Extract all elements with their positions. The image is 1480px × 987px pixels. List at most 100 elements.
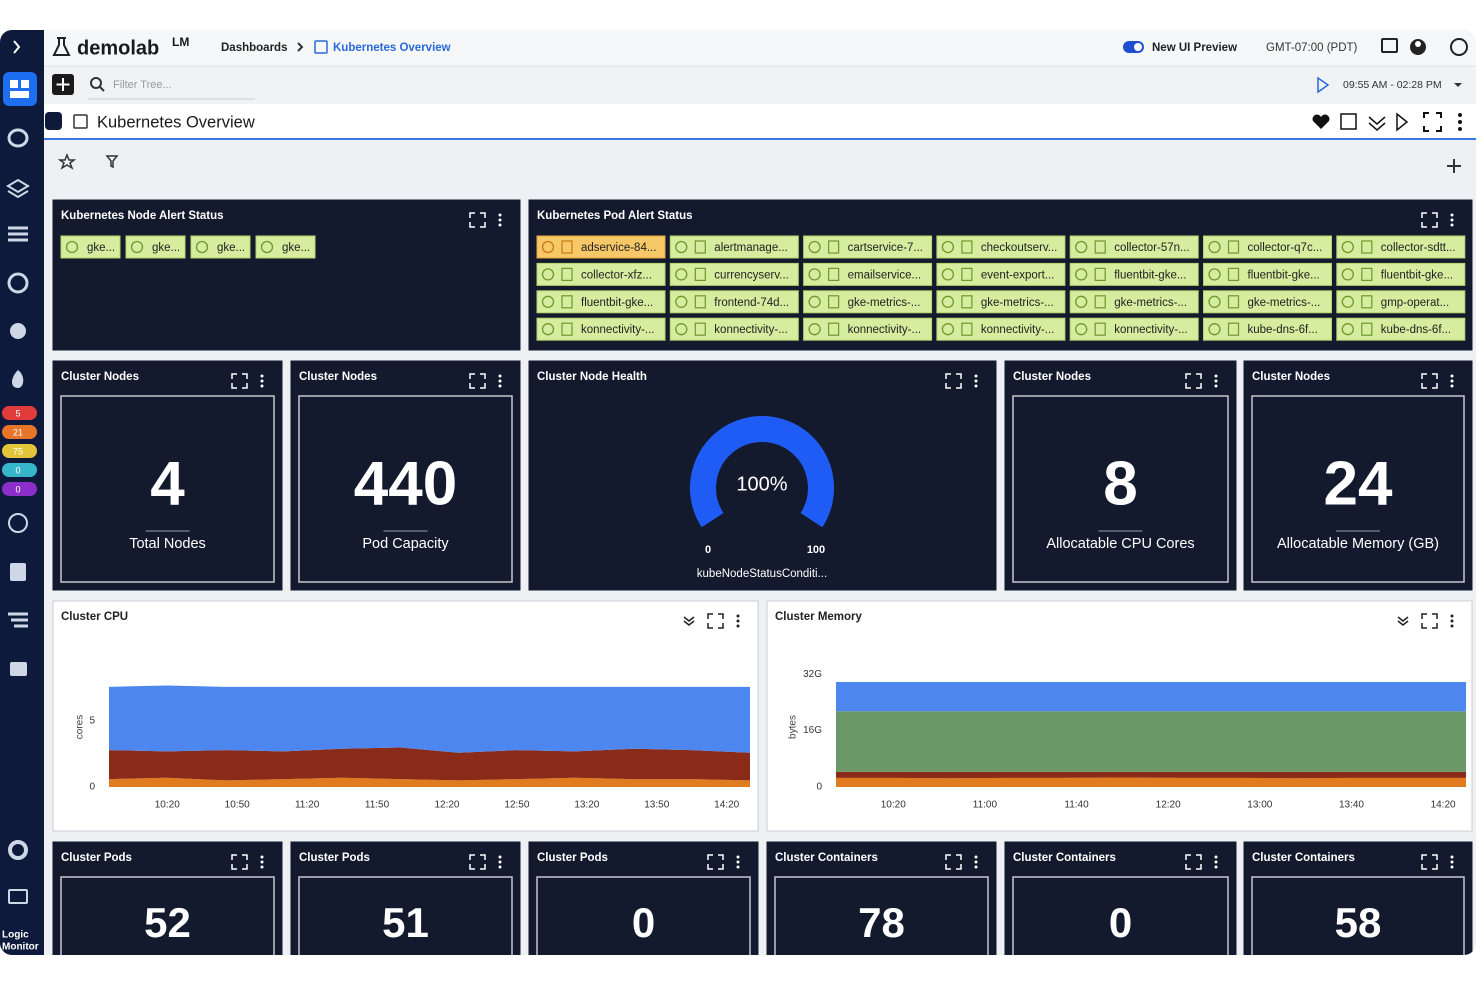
fullscreen-icon[interactable]	[1423, 112, 1442, 132]
fullscreen-icon[interactable]	[1421, 854, 1438, 870]
stat-value: 78	[858, 899, 905, 946]
fullscreen-icon[interactable]	[1185, 854, 1202, 870]
alert-badge[interactable]	[2, 406, 37, 420]
instance-icon	[1361, 322, 1373, 336]
alert-chip[interactable]	[125, 235, 186, 259]
fullscreen-icon[interactable]	[1421, 373, 1438, 389]
chip-label: gke-metrics-...	[981, 297, 1054, 309]
chip-label: gke...	[217, 242, 245, 254]
x-tick-label: 11:20	[295, 800, 320, 811]
alert-badge[interactable]	[2, 482, 37, 496]
brand-logo	[52, 37, 71, 56]
fullscreen-icon[interactable]	[231, 854, 248, 870]
expand-icon[interactable]	[13, 40, 21, 54]
nav-settings-list[interactable]	[8, 612, 28, 628]
collapse-icon[interactable]	[1397, 616, 1409, 626]
chip-label: konnectivity-...	[981, 324, 1055, 336]
instance-icon	[1094, 322, 1106, 336]
status-icon	[808, 268, 821, 281]
tree-toggle[interactable]	[45, 112, 62, 130]
widget-title: Kubernetes Node Alert Status	[61, 210, 224, 222]
stat-box	[774, 876, 989, 955]
collapse-icon[interactable]	[1368, 116, 1386, 131]
star-filter[interactable]	[57, 152, 77, 170]
chip-label: cartservice-7...	[848, 242, 923, 254]
fullscreen-icon[interactable]	[1421, 212, 1438, 228]
nav-exchange[interactable]	[10, 662, 27, 676]
x-tick-label: 12:20	[434, 800, 459, 811]
toggle-knob	[1134, 43, 1142, 51]
collapse-icon[interactable]	[683, 616, 695, 626]
status-icon	[1075, 323, 1088, 336]
nav-logs[interactable]	[8, 226, 28, 242]
status-icon	[1341, 268, 1354, 281]
add-widget[interactable]	[1447, 159, 1461, 173]
timezone: GMT-07:00 (PDT)	[1266, 42, 1358, 54]
gauge-arc	[690, 416, 834, 528]
feedback-icon[interactable]	[1381, 38, 1398, 53]
widget-title: Cluster Nodes	[1013, 371, 1091, 383]
alert-chip[interactable]	[60, 235, 121, 259]
stat-caption: Pod Capacity	[362, 536, 449, 552]
nav-dashboards[interactable]	[3, 72, 37, 106]
area-series	[836, 777, 1466, 787]
nav-topology[interactable]	[7, 272, 29, 294]
badge-count: 0	[15, 465, 20, 475]
instance-icon	[827, 267, 840, 281]
add-icon	[56, 78, 70, 91]
slideshow-icon[interactable]	[1396, 112, 1409, 132]
stat-caption: Allocatable CPU Cores	[1046, 536, 1194, 552]
favorite-icon[interactable]	[1312, 114, 1330, 129]
stat-value: 0	[1109, 899, 1132, 946]
fullscreen-icon[interactable]	[469, 373, 486, 389]
alert-badge[interactable]	[2, 463, 37, 477]
chip-label: konnectivity-...	[848, 324, 922, 336]
alert-badge[interactable]	[2, 444, 37, 458]
fullscreen-icon[interactable]	[707, 854, 724, 870]
help-icon[interactable]	[1450, 38, 1468, 56]
area-series	[836, 771, 1466, 779]
filter-icon[interactable]	[105, 155, 119, 169]
nav-resources[interactable]	[7, 128, 29, 148]
nav-screen[interactable]	[8, 889, 28, 904]
chip-label: emailservice...	[848, 269, 922, 281]
alert-badge[interactable]	[2, 425, 37, 439]
x-tick-label: 13:50	[644, 800, 669, 811]
nav-alerts[interactable]	[12, 370, 24, 388]
alert-chip[interactable]	[190, 235, 251, 259]
fullscreen-icon[interactable]	[469, 854, 486, 870]
breadcrumb-separator	[297, 42, 304, 52]
instance-icon	[1094, 295, 1106, 309]
nav-reports[interactable]	[10, 563, 26, 581]
status-icon	[260, 240, 274, 254]
fullscreen-icon[interactable]	[945, 373, 962, 389]
time-dropdown[interactable]	[1454, 83, 1462, 87]
x-tick-label: 12:50	[504, 800, 529, 811]
x-tick-label: 13:00	[1247, 800, 1272, 811]
fullscreen-icon[interactable]	[1185, 373, 1202, 389]
instance-icon	[1361, 267, 1373, 281]
widget-title: Cluster Nodes	[61, 371, 139, 383]
nav-layers[interactable]	[6, 178, 30, 199]
nav-settings[interactable]	[8, 840, 28, 860]
play-icon[interactable]	[1317, 76, 1330, 94]
tree-bar	[44, 66, 1476, 104]
widget-title: Cluster Memory	[775, 611, 863, 623]
instance-icon	[827, 240, 840, 254]
instance-icon	[961, 322, 973, 336]
stat-value: 0	[632, 899, 655, 946]
nav-integrations[interactable]	[8, 513, 28, 533]
fullscreen-icon[interactable]	[231, 373, 248, 389]
fullscreen-icon[interactable]	[945, 854, 962, 870]
fullscreen-icon[interactable]	[707, 613, 724, 629]
gauge-min: 0	[705, 544, 711, 556]
fullscreen-icon[interactable]	[469, 212, 486, 228]
widget-icon[interactable]	[1340, 113, 1357, 130]
status-icon	[1341, 323, 1354, 336]
breadcrumb: Dashboards	[221, 42, 287, 54]
nav-icon	[10, 91, 29, 98]
alert-chip[interactable]	[255, 235, 316, 259]
fullscreen-icon[interactable]	[1421, 613, 1438, 629]
gauge-value: 100%	[736, 473, 787, 495]
nav-services[interactable]	[10, 323, 26, 339]
